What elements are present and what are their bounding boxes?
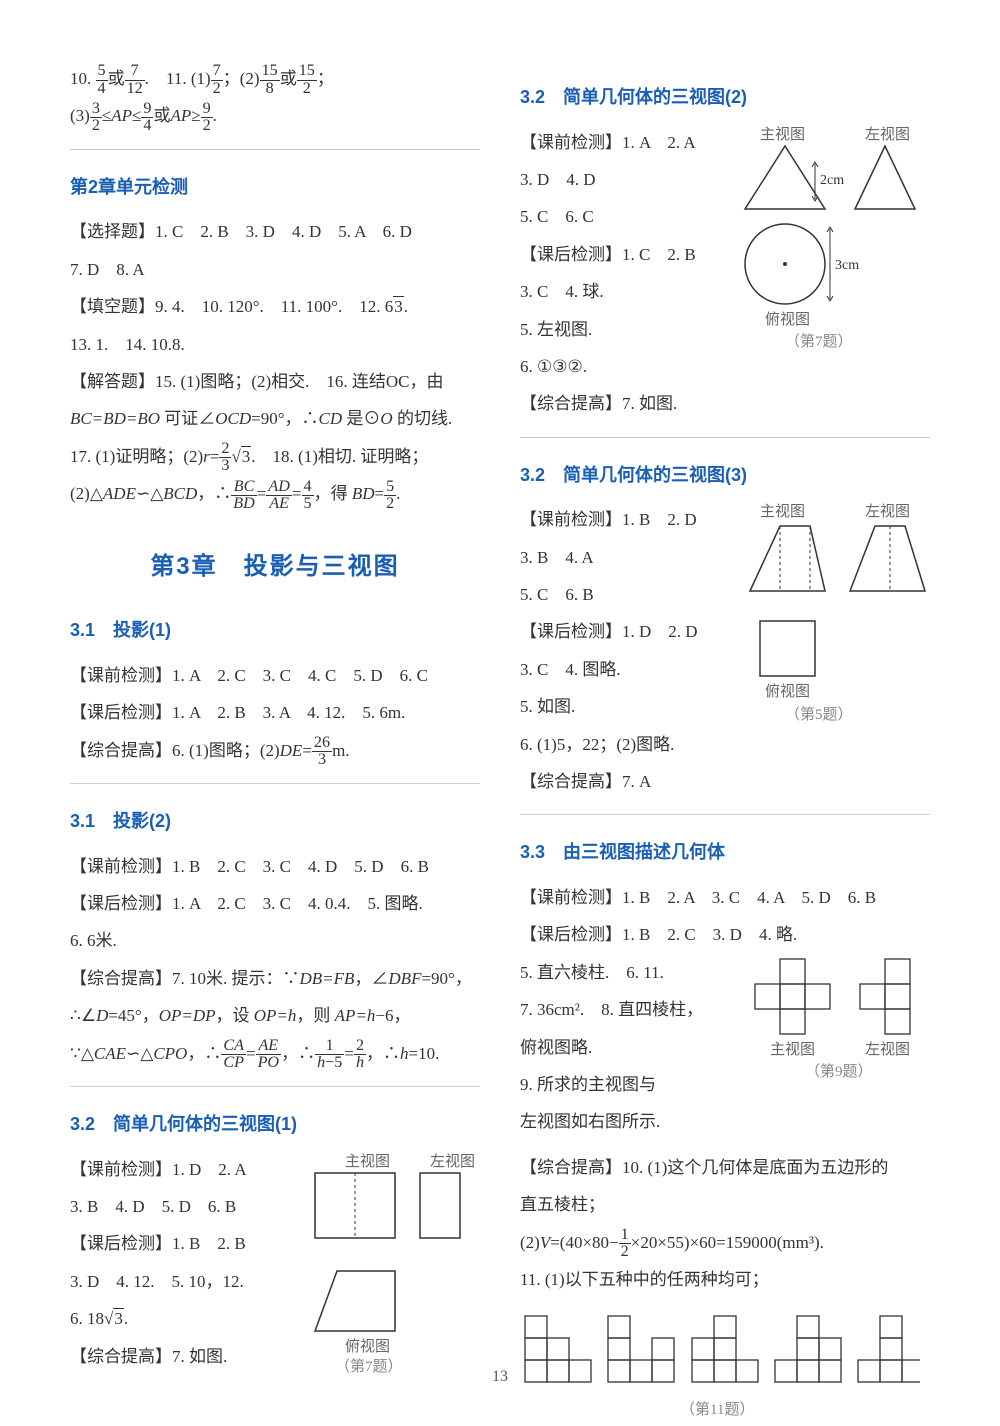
s31-2-post2: 6. 6米. [70,922,480,959]
q11b-line: (3)32≤AP≤94或AP≥92. [70,97,480,134]
figure-r11: （第11题） [520,1306,930,1426]
s33-comp3: (2)V=(40×80−12×20×55)×60=159000(mm³). [520,1224,930,1261]
figure-r5: 主视图 左视图 俯视图 （第5题） [730,501,930,731]
figure-7-svg: 主视图 左视图 俯视图 （第7题） [295,1151,480,1381]
s31-1-pre: 【课前检测】1. A 2. C 3. C 4. C 5. D 6. C [70,657,480,694]
q10-line: 10. 54或712. 11. (1)72；(2)158或152； [70,60,480,97]
s31-2-title: 3.1 投影(2) [70,802,480,842]
page-number: 13 [492,1368,508,1386]
svg-text:（第11题）: （第11题） [680,1400,754,1418]
chapter3-title: 第3章 投影与三视图 [70,541,480,594]
divider [520,437,930,438]
svg-text:（第9题）: （第9题） [805,1062,873,1080]
svg-text:3cm: 3cm [835,258,859,273]
figure-r9-svg: 主视图 左视图 （第9题） [745,954,930,1084]
svg-text:左视图: 左视图 [865,1041,910,1058]
svg-text:（第5题）: （第5题） [785,705,853,723]
figure-r7: 主视图 左视图 2cm 3cm [730,124,930,354]
svg-text:左视图: 左视图 [865,126,910,143]
svg-text:主视图: 主视图 [760,126,805,143]
svg-text:2cm: 2cm [820,173,844,188]
chapter2-answer: 【解答题】15. (1)图略；(2)相交. 16. 连结OC，由 [70,363,480,400]
s31-2-pre: 【课前检测】1. B 2. C 3. C 4. D 5. D 6. B [70,848,480,885]
svg-text:主视图: 主视图 [760,503,805,520]
fig-left-label: 左视图 [430,1153,475,1170]
s32-3-block: 主视图 左视图 俯视图 （第5题） 【课前检测】1. B 2. D 3. B 4… [520,501,930,800]
chapter2-title: 第2章单元检测 [70,168,480,208]
s32-2-title: 3.2 简单几何体的三视图(2) [520,78,930,118]
chapter2-fill: 【填空题】9. 4. 10. 120°. 11. 100°. 12. 63. [70,288,480,325]
s33-comp2: 直五棱柱； [520,1186,930,1223]
s33-post6: 左视图如右图所示. [520,1103,930,1140]
fig-caption: （第7题） [335,1357,403,1375]
divider [70,1086,480,1087]
s31-1-title: 3.1 投影(1) [70,611,480,651]
s32-3-title: 3.2 简单几何体的三视图(3) [520,456,930,496]
s33-block: 主视图 左视图 （第9题） 5. 直六棱柱. 6. 11. 7. 36cm². … [520,954,930,1141]
svg-text:俯视图: 俯视图 [765,311,810,328]
s33-pre: 【课前检测】1. B 2. A 3. C 4. A 5. D 6. B [520,879,930,916]
s32-1-block: 主视图 左视图 俯视图 （第7题） 【课前检测】1. D 2. A 3. B 4… [70,1151,480,1381]
chapter2-answer3: 17. (1)证明略；(2)r=23√3. 18. (1)相切. 证明略； [70,438,480,475]
s31-1-post: 【课后检测】1. A 2. B 3. A 4. 12. 5. 6m. [70,694,480,731]
svg-text:主视图: 主视图 [770,1041,815,1058]
figure-7-left: 主视图 左视图 俯视图 （第7题） [295,1151,480,1381]
chapter2-choice2: 7. D 8. A [70,251,480,288]
chapter2-answer2: BC=BD=BO 可证∠OCD=90°，∴CD 是⊙O 的切线. [70,400,480,437]
svg-text:俯视图: 俯视图 [765,683,810,700]
s33-comp4: 11. (1)以下五种中的任两种均可； [520,1261,930,1298]
right-column: 3.2 简单几何体的三视图(2) 主视图 左视图 2cm [520,60,930,1426]
svg-text:（第7题）: （第7题） [785,332,853,350]
fig-top-label: 俯视图 [345,1338,390,1355]
page-columns: 10. 54或712. 11. (1)72；(2)158或152； (3)32≤… [70,60,930,1426]
divider [520,814,930,815]
divider [70,149,480,150]
s32-3-comp: 【综合提高】7. A [520,763,930,800]
s32-2-block: 主视图 左视图 2cm 3cm [520,124,930,423]
fig-main-label: 主视图 [345,1153,390,1170]
chapter2-choice: 【选择题】1. C 2. B 3. D 4. D 5. A 6. D [70,213,480,250]
s32-2-comp: 【综合提高】7. 如图. [520,385,930,422]
chapter2-fill2: 13. 1. 14. 10.8. [70,326,480,363]
s32-1-title: 3.2 简单几何体的三视图(1) [70,1105,480,1145]
left-column: 10. 54或712. 11. (1)72；(2)158或152； (3)32≤… [70,60,480,1426]
chapter2-answer4: (2)△ADE∽△BCD，∴BCBD=ADAE=45，得 BD=52. [70,475,480,512]
s31-2-post: 【课后检测】1. A 2. C 3. C 4. 0.4. 5. 图略. [70,885,480,922]
figure-r5-svg: 主视图 左视图 俯视图 （第5题） [730,501,930,731]
s31-2-comp2: ∴∠D=45°，OP=DP，设 OP=h，则 AP=h−6， [70,997,480,1034]
s33-post: 【课后检测】1. B 2. C 3. D 4. 略. [520,916,930,953]
s31-2-comp: 【综合提高】7. 10米. 提示：∵DB=FB，∠DBF=90°， [70,960,480,997]
figure-r7-svg: 主视图 左视图 2cm 3cm [730,124,930,354]
s33-comp: 【综合提高】10. (1)这个几何体是底面为五边形的 [520,1149,930,1186]
s33-title: 3.3 由三视图描述几何体 [520,833,930,873]
divider [70,783,480,784]
svg-text:左视图: 左视图 [865,503,910,520]
figure-r11-svg: （第11题） [520,1306,920,1426]
figure-r9: 主视图 左视图 （第9题） [745,954,930,1084]
s31-1-comp: 【综合提高】6. (1)图略；(2)DE=263m. [70,732,480,769]
s31-2-comp3: ∵△CAE∽△CPO，∴CACP=AEPO，∴1h−5=2h，∴h=10. [70,1035,480,1072]
